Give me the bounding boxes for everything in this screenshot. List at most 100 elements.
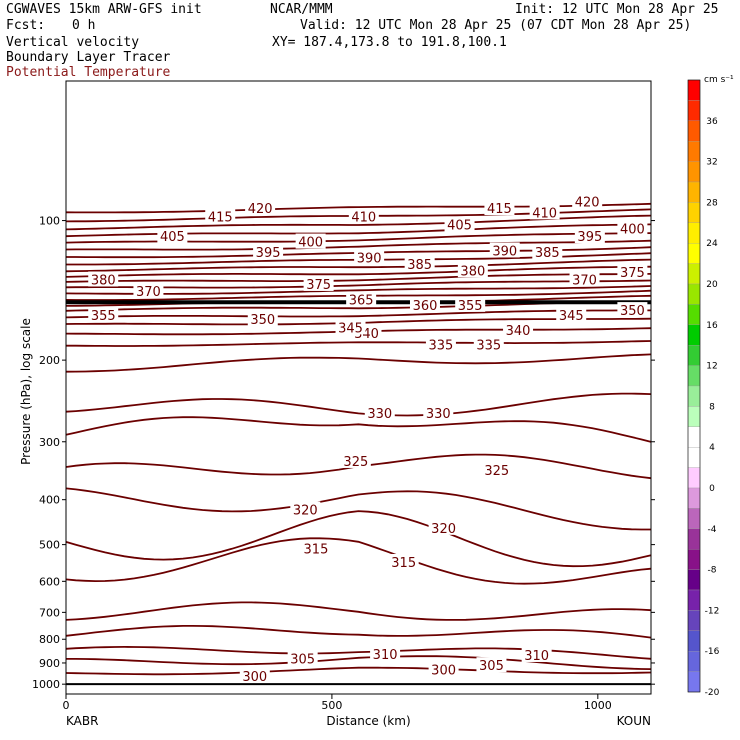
colorbar-swatch	[687, 100, 701, 121]
isentrope-line	[66, 655, 652, 670]
contour-lines	[65, 202, 652, 686]
contour-label-bg	[617, 302, 648, 318]
x-axis: 0 500 1000	[63, 694, 612, 712]
y-tick-label: 500	[39, 539, 60, 552]
contour-label: 320	[293, 504, 318, 519]
contour-label: 350	[620, 304, 645, 319]
colorbar-swatch	[687, 365, 701, 387]
contour-label: 315	[391, 556, 416, 571]
colorbar-level-label: 0	[709, 484, 715, 494]
colorbar-level-label: 20	[706, 280, 718, 290]
isentrope-line	[65, 273, 652, 283]
contour-label: 335	[429, 338, 454, 353]
colorbar-swatch	[687, 487, 701, 509]
contour-label-bg	[484, 200, 515, 216]
contour-label-bg	[532, 244, 563, 260]
contour-label-bg	[247, 310, 278, 326]
contour-label-bg	[253, 244, 284, 260]
contour-label-bg	[572, 193, 603, 209]
colorbar-level-label: 28	[706, 198, 718, 208]
contour-label-bg	[617, 220, 648, 236]
contour-label: 405	[160, 230, 185, 245]
y-tick-label: 400	[39, 494, 60, 507]
contour-label-bg	[239, 667, 270, 683]
contour-label: 420	[575, 196, 600, 211]
colorbar-swatch	[687, 222, 701, 244]
contour-label: 310	[524, 649, 549, 664]
contour-label-bg	[476, 657, 507, 673]
contour-label-bg	[556, 307, 587, 323]
fcst-label: Fcst:	[6, 18, 46, 33]
contour-label: 310	[373, 648, 398, 663]
y-tick-label: 700	[39, 606, 60, 619]
contour-label: 400	[298, 236, 323, 251]
contour-label-bg	[503, 321, 534, 337]
contour-label: 355	[458, 299, 483, 314]
contour-label: 330	[426, 407, 451, 422]
contour-label-bg	[574, 228, 605, 244]
contour-label-bg	[481, 461, 512, 477]
contour-label-bg	[489, 242, 520, 258]
contour-label: 420	[248, 202, 273, 217]
isentrope-line	[65, 239, 652, 251]
y-tick-label: 100	[39, 215, 60, 228]
contour-label-bg	[444, 216, 475, 232]
model-title: CGWAVES 15km ARW-GFS init	[6, 2, 202, 17]
contour-label: 375	[306, 278, 331, 293]
isentrope-line	[65, 279, 652, 289]
x-tick-label: 0	[63, 699, 70, 712]
contour-label: 305	[290, 652, 315, 667]
isentrope-line	[65, 666, 652, 676]
colorbar-swatch	[687, 671, 701, 693]
contour-label-bg	[295, 233, 326, 249]
colorbar-swatch	[687, 79, 701, 101]
contour-label-bg	[455, 296, 486, 312]
colorbar-swatch	[687, 120, 701, 142]
contour-label: 410	[351, 210, 376, 225]
contour-label: 325	[484, 464, 509, 479]
contour-label-bg	[245, 200, 276, 216]
colorbar-swatch	[687, 651, 701, 672]
isentrope-line	[65, 258, 652, 273]
endpoint-right: KOUN	[617, 714, 651, 728]
contour-label: 325	[343, 455, 368, 470]
colorbar-frame	[687, 79, 701, 693]
contour-label: 315	[304, 543, 329, 558]
contour-label: 400	[620, 222, 645, 237]
contour-label-bg	[354, 249, 385, 265]
contour-label-bg	[348, 208, 379, 224]
isentrope-line	[66, 340, 652, 347]
contour-label: 390	[357, 251, 382, 266]
contour-label: 320	[431, 522, 456, 537]
contour-label: 385	[535, 246, 560, 261]
contour-label: 415	[208, 210, 233, 225]
isentrope-line	[65, 285, 652, 295]
colorbar-swatch	[687, 610, 701, 631]
isentrope-line	[65, 416, 652, 443]
isentrope-line	[65, 265, 652, 278]
contour-label-bg	[335, 319, 366, 335]
y-tick-label: 200	[39, 354, 60, 367]
colorbar-level-label: -16	[705, 647, 720, 657]
x-tick-label: 1000	[584, 699, 612, 712]
isentrope-line	[65, 392, 652, 417]
colorbar-level-label: 36	[706, 117, 718, 127]
contour-label: 405	[447, 219, 472, 234]
contour-label: 380	[460, 264, 485, 279]
contour-label: 415	[487, 202, 512, 217]
colorbar-level-label: -8	[708, 566, 717, 576]
colorbar-swatch	[687, 243, 701, 264]
contour-label-bg	[88, 271, 119, 287]
isentrope-line	[65, 601, 652, 621]
colorbar-level-label: 16	[706, 321, 718, 331]
contour-label: 390	[492, 244, 517, 259]
colorbar-swatch	[687, 467, 701, 489]
contour-label-bg	[617, 263, 648, 279]
colorbar-swatch	[687, 202, 701, 223]
contour-label: 365	[349, 293, 374, 308]
colorbar-swatch	[687, 141, 701, 162]
contour-label-bg	[370, 645, 401, 661]
colorbar-swatch	[687, 549, 701, 570]
colorbar-swatch	[687, 181, 701, 203]
colorbar-level-label: -20	[705, 688, 720, 698]
